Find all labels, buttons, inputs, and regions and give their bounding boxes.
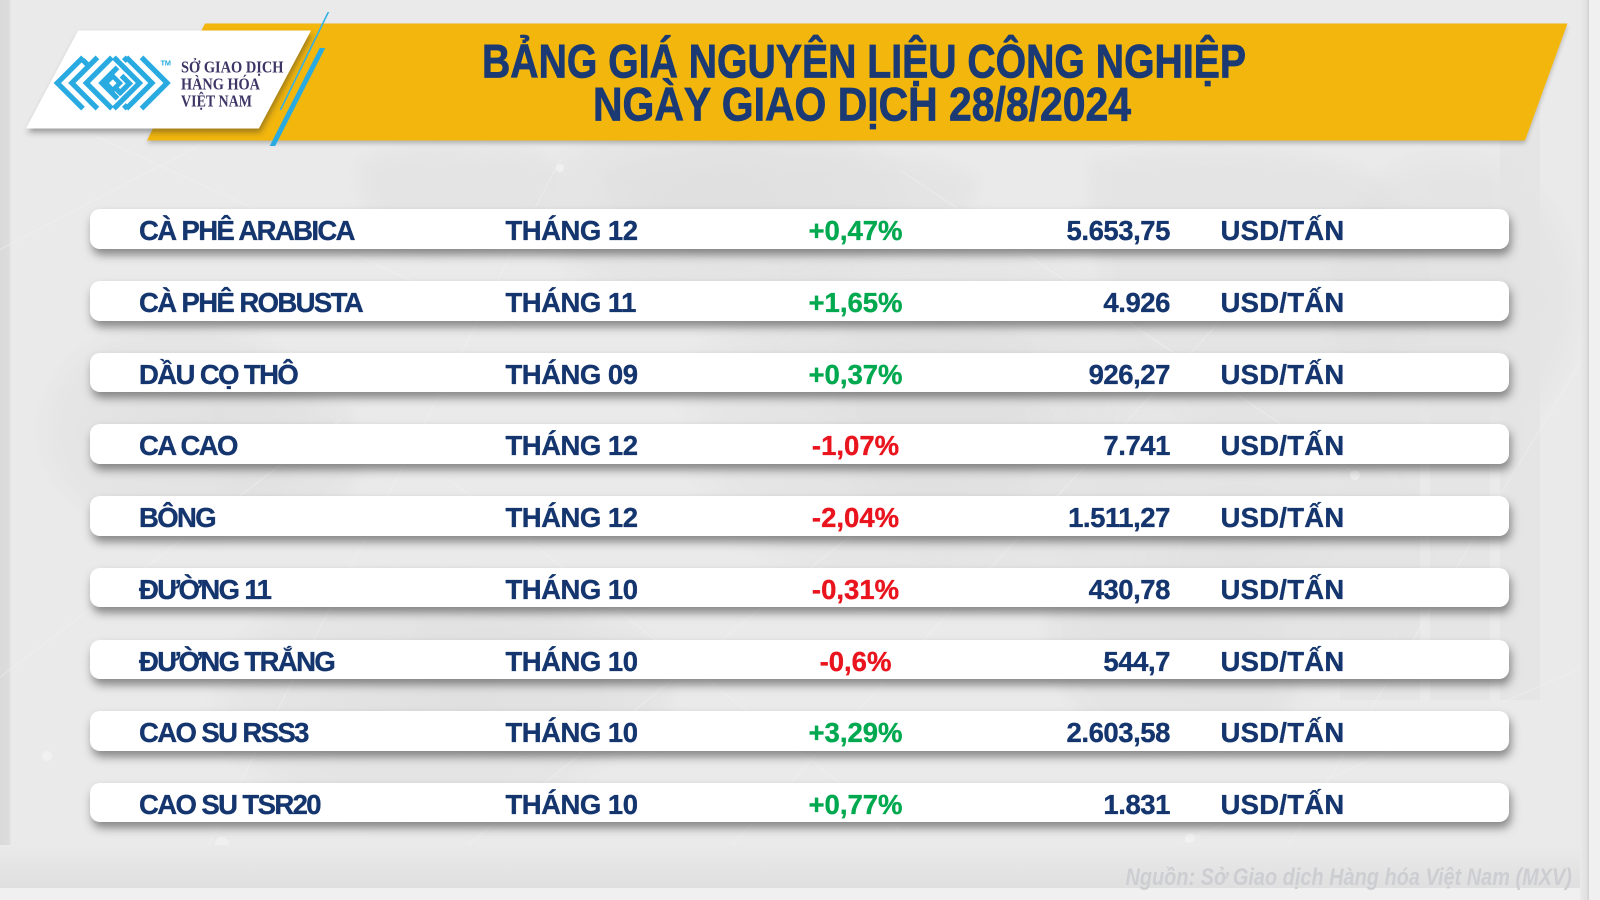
svg-text:VIỆT NAM: VIỆT NAM: [181, 92, 252, 111]
svg-text:HÀNG HÓA: HÀNG HÓA: [181, 75, 260, 94]
svg-text:BẢNG GIÁ NGUYÊN LIỆU CÔNG NGHI: BẢNG GIÁ NGUYÊN LIỆU CÔNG NGHIỆP: [482, 35, 1246, 88]
svg-text:TM: TM: [161, 59, 171, 68]
svg-text:SỞ GIAO DỊCH: SỞ GIAO DỊCH: [181, 58, 284, 77]
svg-text:NGÀY GIAO DỊCH 28/8/2024: NGÀY GIAO DỊCH 28/8/2024: [593, 78, 1131, 131]
